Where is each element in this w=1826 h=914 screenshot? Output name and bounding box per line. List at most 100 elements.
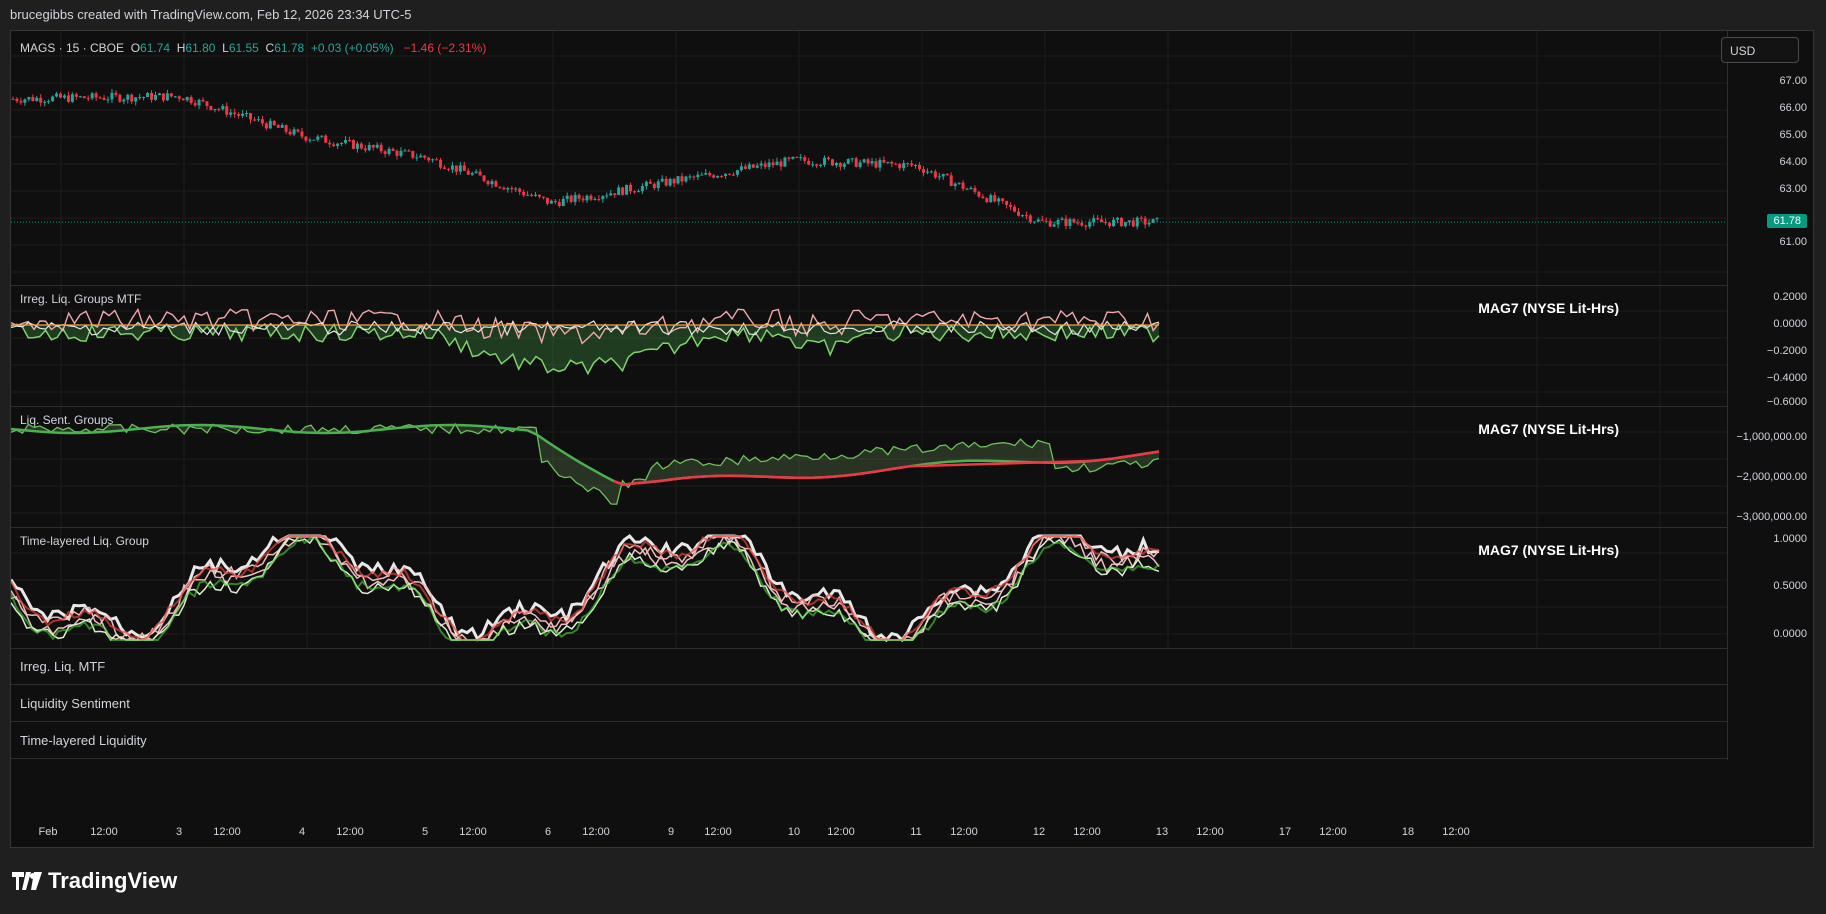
candle-body (407, 150, 411, 152)
candle-body (787, 157, 791, 159)
indicator-name[interactable]: Time-layered Liq. Group (20, 534, 149, 548)
scale-tick: −0.6000 (1766, 396, 1807, 408)
candle-body (237, 114, 241, 116)
time-axis-label: 11 (910, 826, 922, 838)
candle-body (925, 171, 929, 173)
scale-tick: −2,000,000.00 (1736, 471, 1807, 483)
candle-body (142, 97, 146, 99)
candle-body (23, 99, 27, 103)
candle-body (1044, 220, 1048, 222)
scale-tick: 0.0000 (1773, 628, 1807, 640)
candle-body (1131, 220, 1135, 227)
candle-body (225, 106, 229, 115)
candle-body (652, 183, 656, 189)
candle-body (122, 99, 126, 102)
candle-body (470, 173, 474, 175)
candle-body (640, 186, 644, 192)
collapsed-pane[interactable]: Irreg. Liq. MTF (11, 649, 1727, 685)
candle-body (1151, 218, 1155, 223)
candle-body (1064, 218, 1068, 226)
candle-body (613, 193, 617, 196)
candle-body (1020, 215, 1024, 217)
time-axis-label: 12:00 (1073, 826, 1101, 838)
pane1-scale[interactable]: 0.2000 0.0000 −0.2000 −0.4000 −0.6000 (1727, 286, 1813, 408)
collapsed-pane[interactable]: Liquidity Sentiment (11, 686, 1727, 722)
candle-body (189, 97, 193, 104)
candle-body (78, 96, 82, 98)
candle-body (185, 97, 189, 101)
candle-body (842, 163, 846, 167)
price-scale[interactable]: USD 67.00 66.00 65.00 64.00 63.00 61.78 … (1721, 31, 1813, 286)
pane3-scale[interactable]: 1.0000 0.5000 0.0000 (1727, 528, 1813, 649)
candle-body (660, 178, 664, 182)
candle-body (779, 161, 783, 167)
symbol-label[interactable]: MAGS · 15 · CBOE (20, 41, 125, 55)
candle-body (514, 188, 518, 190)
time-axis-label: 13 (1155, 826, 1169, 838)
candle-body (490, 181, 494, 185)
candle-body (280, 125, 284, 128)
candle-body (585, 195, 589, 201)
price-tick: 65.00 (1779, 129, 1807, 141)
candle-body (878, 159, 882, 168)
pane2-scale[interactable]: −1,000,000.00 −2,000,000.00 −3,000,000.0… (1727, 407, 1813, 528)
indicator-pane-irreg[interactable]: Irreg. Liq. Groups MTF MAG7 (NYSE Lit-Hr… (11, 286, 1727, 407)
open-label: O (130, 41, 141, 55)
candle-body (870, 161, 874, 164)
candle-body (1048, 220, 1052, 227)
candle-body (724, 173, 728, 177)
candle-body (201, 99, 205, 102)
candle-body (1096, 218, 1100, 220)
candle-body (656, 181, 660, 189)
candle-body (700, 174, 704, 176)
candle-body (617, 187, 621, 196)
time-axis[interactable]: Feb 12:00 3 12:00 4 12:00 5 12:00 6 12:00 9 12:00 10… (11, 818, 1727, 848)
price-pane[interactable]: MAGS · 15 · CBOE O61.74 H61.80 L61.55 C6… (11, 31, 1727, 286)
candle-body (241, 113, 245, 116)
candle-body (35, 97, 39, 101)
candle-body (953, 183, 957, 187)
indicator-name[interactable]: Liq. Sent. Groups (20, 413, 114, 427)
currency-button[interactable]: USD (1721, 37, 1799, 63)
candle-body (957, 182, 961, 184)
candle-body (233, 112, 237, 115)
candle-body (336, 143, 340, 146)
indicator-pane-time[interactable]: Time-layered Liq. Group MAG7 (NYSE Lit-H… (11, 528, 1727, 649)
candle-body (644, 181, 648, 187)
candle-body (510, 188, 514, 190)
candle-body (541, 196, 545, 198)
candle-body (739, 166, 743, 171)
candle-body (55, 93, 59, 97)
collapsed-pane[interactable]: Time-layered Liquidity (11, 723, 1727, 759)
candle-body (1001, 198, 1005, 201)
change-value: +0.03 (+0.05%) (310, 41, 394, 55)
candle-body (435, 159, 439, 161)
candle-body (344, 139, 348, 143)
candle-body (921, 169, 925, 173)
candle-body (553, 200, 557, 203)
candle-body (969, 187, 973, 189)
irreg-liq-chart (11, 286, 1727, 406)
candle-body (850, 158, 854, 160)
candle-body (355, 143, 359, 149)
candle-body (229, 112, 233, 115)
candle-body (205, 101, 209, 106)
candle-body (795, 156, 799, 158)
candle-body (308, 139, 312, 141)
candle-body (11, 98, 15, 100)
indicator-pane-sent[interactable]: Liq. Sent. Groups MAG7 (NYSE Lit-Hrs) (11, 407, 1727, 528)
indicator-name[interactable]: Irreg. Liq. Groups MTF (20, 292, 142, 306)
candle-body (256, 119, 260, 121)
price-tick: 63.00 (1779, 183, 1807, 195)
candle-body (601, 196, 605, 200)
candle-body (173, 96, 177, 98)
candle-body (545, 197, 549, 204)
negative-area (11, 324, 1159, 374)
candle-body (823, 157, 827, 165)
candle-body (157, 93, 161, 96)
candle-body (965, 188, 969, 190)
candle-body (102, 97, 106, 100)
candle-body (989, 195, 993, 203)
candle-body (272, 120, 276, 126)
candle-body (581, 198, 585, 201)
